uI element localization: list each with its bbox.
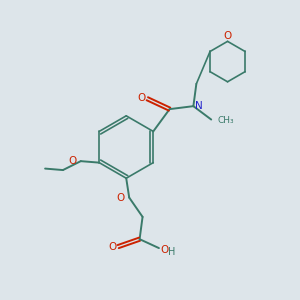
Text: O: O [109,242,117,253]
Text: O: O [69,156,77,166]
Text: O: O [224,31,232,41]
Text: N: N [196,100,203,111]
Text: O: O [160,245,168,255]
Text: O: O [116,194,125,203]
Text: O: O [138,93,146,103]
Text: H: H [168,247,175,256]
Text: CH₃: CH₃ [218,116,234,125]
